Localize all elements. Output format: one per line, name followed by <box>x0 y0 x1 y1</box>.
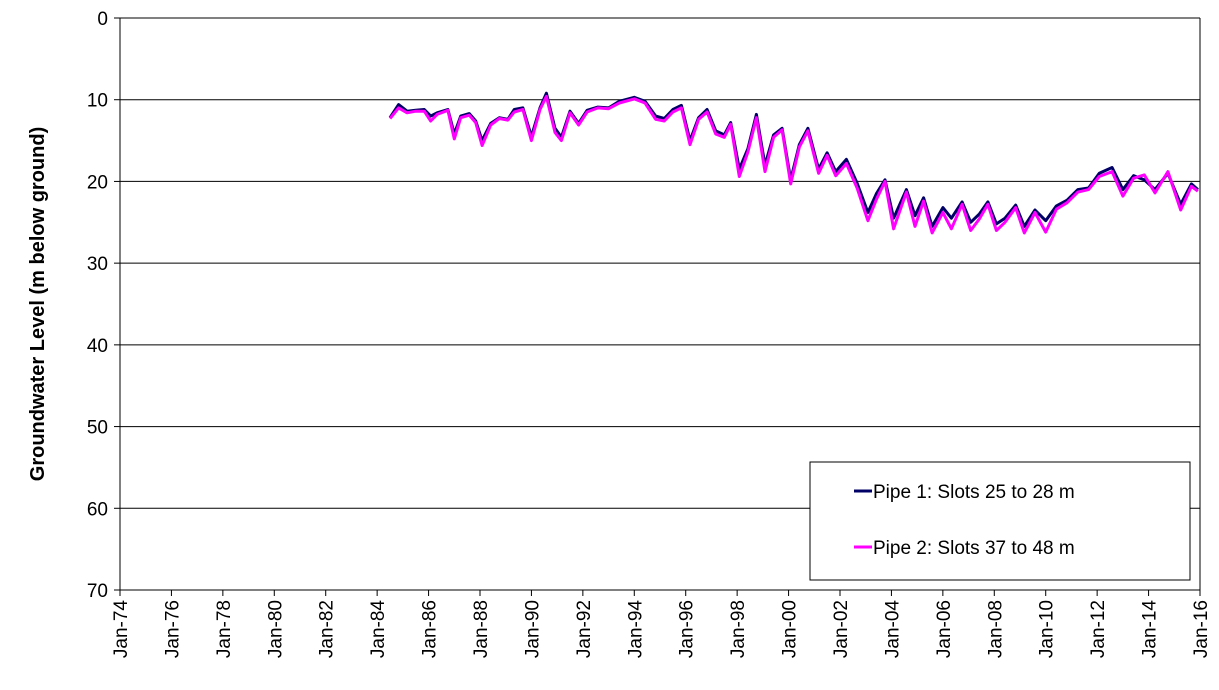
y-tick-label: 60 <box>87 499 108 520</box>
x-tick-label: Jan-88 <box>471 600 492 658</box>
x-tick-label: Jan-10 <box>1037 600 1058 658</box>
x-tick-label: Jan-74 <box>111 600 132 659</box>
x-tick-label: Jan-86 <box>420 600 441 658</box>
series-line <box>388 91 1199 228</box>
x-tick-label: Jan-98 <box>728 600 749 658</box>
series-line <box>388 94 1199 235</box>
x-tick-label: Jan-78 <box>214 600 235 658</box>
x-tick-label: Jan-84 <box>368 600 389 659</box>
y-tick-label: 20 <box>87 172 108 193</box>
x-tick-label: Jan-14 <box>1140 600 1161 659</box>
x-tick-label: Jan-96 <box>677 600 698 658</box>
x-tick-label: Jan-94 <box>625 600 646 659</box>
y-tick-label: 50 <box>87 418 108 439</box>
x-tick-label: Jan-06 <box>934 600 955 658</box>
legend-box <box>809 461 1191 581</box>
x-tick-label: Jan-02 <box>831 600 852 658</box>
x-tick-label: Jan-92 <box>574 600 595 658</box>
x-tick-label: Jan-80 <box>265 600 286 658</box>
legend-label: Pipe 2: Slots 37 to 48 m <box>873 538 1075 559</box>
x-tick-label: Jan-00 <box>780 600 801 658</box>
y-tick-label: 30 <box>87 254 108 275</box>
x-tick-label: Jan-04 <box>882 600 903 659</box>
x-tick-label: Jan-16 <box>1191 600 1212 658</box>
y-axis-title: Groundwater Level (m below ground) <box>27 127 49 481</box>
x-tick-label: Jan-12 <box>1088 600 1109 658</box>
y-tick-label: 10 <box>87 91 108 112</box>
x-tick-label: Jan-76 <box>162 600 183 658</box>
y-tick-label: 0 <box>97 9 108 30</box>
x-tick-label: Jan-82 <box>317 600 338 658</box>
y-tick-label: 70 <box>87 581 108 602</box>
x-tick-label: Jan-90 <box>522 600 543 658</box>
x-tick-label: Jan-08 <box>985 600 1006 658</box>
legend-label: Pipe 1: Slots 25 to 28 m <box>873 482 1075 503</box>
y-tick-label: 40 <box>87 336 108 357</box>
